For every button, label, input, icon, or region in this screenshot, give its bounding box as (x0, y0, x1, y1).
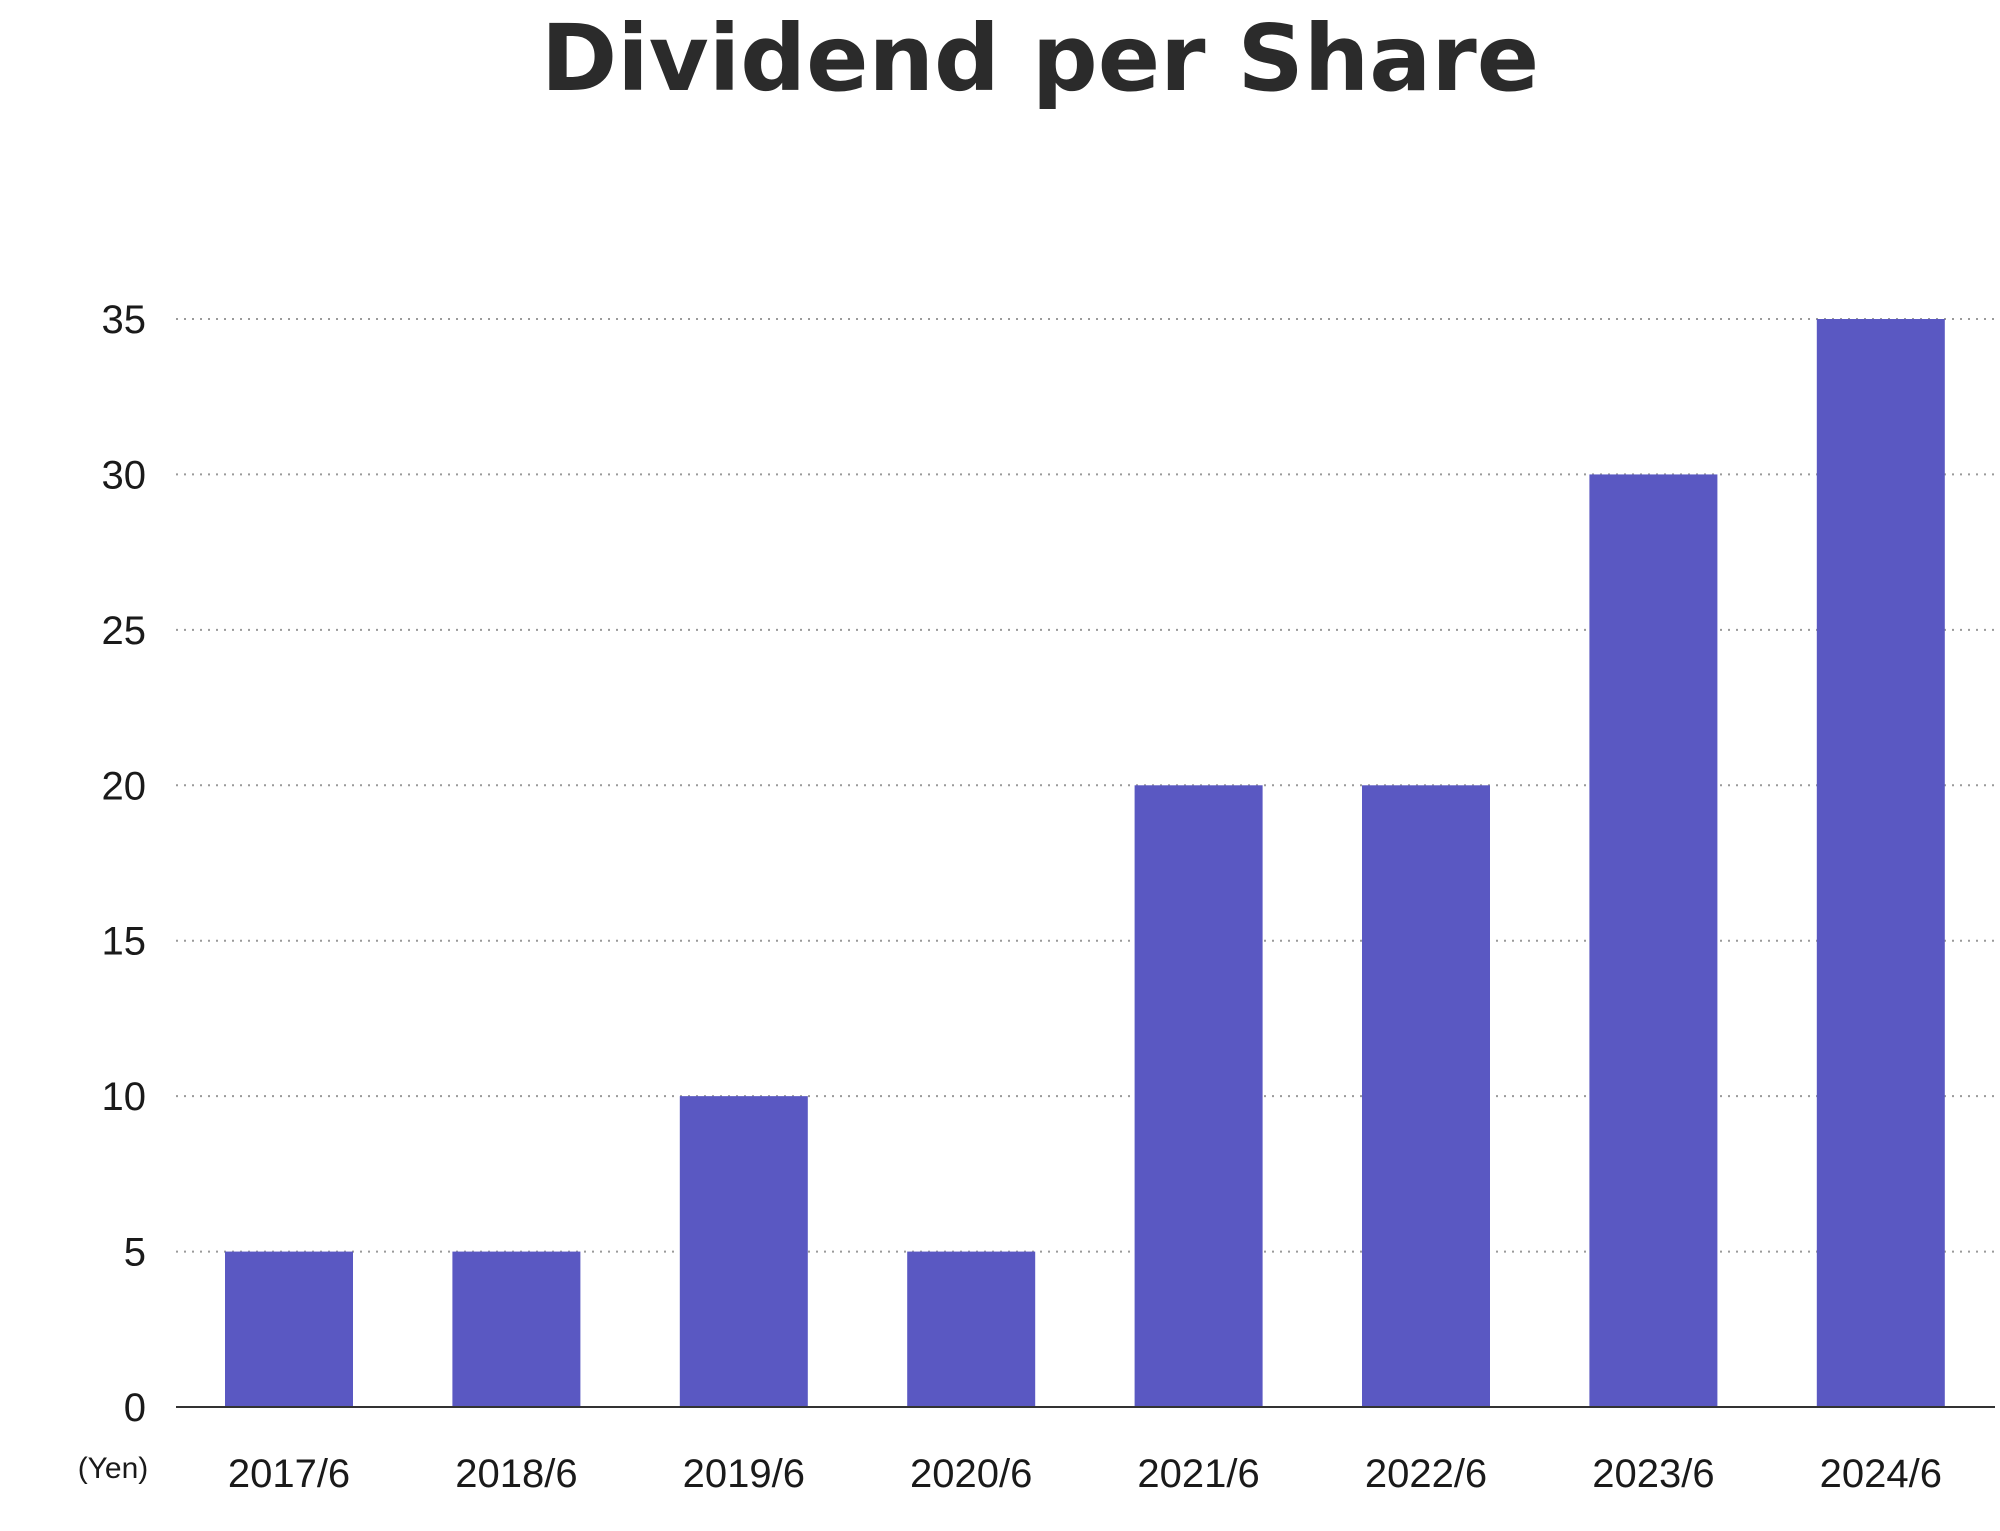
x-tick-label: 2020/6 (910, 1452, 1032, 1496)
y-tick-label: 15 (102, 920, 147, 964)
bar-2020-6 (907, 1251, 1036, 1407)
x-tick-label: 2023/6 (1592, 1452, 1714, 1496)
bar-2018-6 (452, 1251, 581, 1407)
y-tick-label: 5 (124, 1231, 146, 1275)
bar-2023-6 (1589, 474, 1718, 1407)
y-tick-label: 0 (124, 1386, 146, 1430)
bar-2017-6 (225, 1251, 353, 1407)
bar-2024-6 (1816, 319, 1945, 1407)
x-tick-label: 2017/6 (228, 1452, 350, 1496)
chart-title: Dividend per Share (541, 5, 1539, 112)
x-tick-label: 2019/6 (683, 1452, 805, 1496)
y-tick-label: 35 (102, 298, 147, 342)
x-axis-ticks: 2017/6 2018/6 2019/6 2020/6 2021/6 2022/6 2023… (228, 1452, 1942, 1496)
y-tick-label: 20 (102, 764, 147, 808)
bars (225, 319, 1945, 1407)
x-tick-label: 2024/6 (1820, 1452, 1942, 1496)
x-tick-label: 2018/6 (455, 1452, 577, 1496)
bar-2019-6 (679, 1096, 808, 1407)
bar-2022-6 (1362, 785, 1490, 1407)
y-axis-ticks: 0 5 10 15 20 25 30 35 (102, 298, 147, 1430)
y-axis-unit-label: (Yen) (78, 1452, 149, 1485)
x-tick-label: 2021/6 (1137, 1452, 1259, 1496)
bar-2021-6 (1134, 785, 1263, 1407)
y-tick-label: 25 (102, 609, 147, 653)
y-tick-label: 30 (102, 453, 147, 497)
grid-lines (176, 318, 1995, 1253)
y-tick-label: 10 (102, 1075, 147, 1119)
x-tick-label: 2022/6 (1365, 1452, 1487, 1496)
